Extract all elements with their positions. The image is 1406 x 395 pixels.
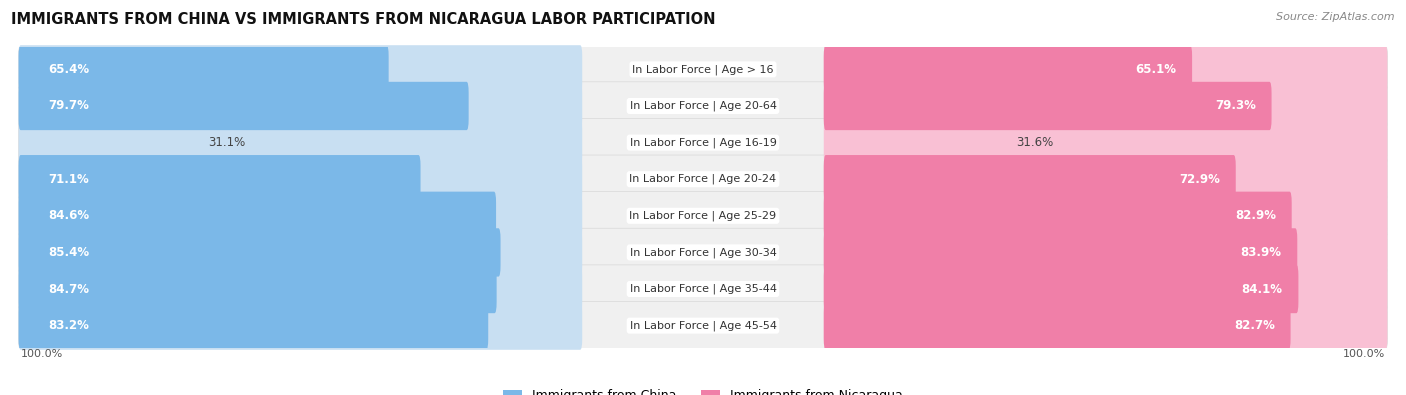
Text: 85.4%: 85.4%	[48, 246, 89, 259]
FancyBboxPatch shape	[18, 265, 496, 313]
Text: In Labor Force | Age 35-44: In Labor Force | Age 35-44	[630, 284, 776, 294]
FancyBboxPatch shape	[824, 265, 1298, 313]
Text: Source: ZipAtlas.com: Source: ZipAtlas.com	[1277, 12, 1395, 22]
Text: 83.2%: 83.2%	[48, 319, 89, 332]
Text: In Labor Force | Age 45-54: In Labor Force | Age 45-54	[630, 320, 776, 331]
FancyBboxPatch shape	[18, 82, 1388, 130]
FancyBboxPatch shape	[824, 45, 1192, 94]
FancyBboxPatch shape	[18, 192, 582, 240]
FancyBboxPatch shape	[18, 118, 582, 167]
FancyBboxPatch shape	[18, 45, 1388, 94]
FancyBboxPatch shape	[824, 228, 1298, 276]
FancyBboxPatch shape	[18, 301, 488, 350]
Text: 84.6%: 84.6%	[48, 209, 89, 222]
Text: 72.9%: 72.9%	[1180, 173, 1220, 186]
FancyBboxPatch shape	[18, 118, 1388, 167]
FancyBboxPatch shape	[824, 155, 1388, 203]
FancyBboxPatch shape	[18, 155, 420, 203]
FancyBboxPatch shape	[824, 82, 1271, 130]
Legend: Immigrants from China, Immigrants from Nicaragua: Immigrants from China, Immigrants from N…	[498, 384, 908, 395]
Text: 79.3%: 79.3%	[1215, 100, 1256, 113]
FancyBboxPatch shape	[824, 228, 1388, 276]
FancyBboxPatch shape	[824, 301, 1291, 350]
Text: 65.1%: 65.1%	[1136, 63, 1177, 76]
Text: 82.9%: 82.9%	[1234, 209, 1277, 222]
FancyBboxPatch shape	[18, 228, 1388, 276]
FancyBboxPatch shape	[18, 82, 582, 130]
FancyBboxPatch shape	[824, 82, 1388, 130]
FancyBboxPatch shape	[18, 301, 582, 350]
FancyBboxPatch shape	[824, 192, 1388, 240]
FancyBboxPatch shape	[824, 45, 1388, 94]
FancyBboxPatch shape	[18, 82, 468, 130]
Text: 84.1%: 84.1%	[1241, 282, 1282, 295]
Text: In Labor Force | Age 30-34: In Labor Force | Age 30-34	[630, 247, 776, 258]
FancyBboxPatch shape	[824, 265, 1388, 313]
Text: In Labor Force | Age > 16: In Labor Force | Age > 16	[633, 64, 773, 75]
Text: 100.0%: 100.0%	[1343, 350, 1385, 359]
Text: 65.4%: 65.4%	[48, 63, 89, 76]
Text: 79.7%: 79.7%	[48, 100, 89, 113]
Text: 71.1%: 71.1%	[48, 173, 89, 186]
FancyBboxPatch shape	[18, 265, 582, 313]
Text: 83.9%: 83.9%	[1240, 246, 1282, 259]
FancyBboxPatch shape	[824, 192, 1292, 240]
Text: 82.7%: 82.7%	[1234, 319, 1275, 332]
Text: 100.0%: 100.0%	[21, 350, 63, 359]
FancyBboxPatch shape	[18, 45, 582, 94]
Text: 84.7%: 84.7%	[48, 282, 89, 295]
FancyBboxPatch shape	[18, 265, 1388, 313]
Text: In Labor Force | Age 20-24: In Labor Force | Age 20-24	[630, 174, 776, 184]
FancyBboxPatch shape	[18, 301, 1388, 350]
FancyBboxPatch shape	[18, 192, 496, 240]
Text: IMMIGRANTS FROM CHINA VS IMMIGRANTS FROM NICARAGUA LABOR PARTICIPATION: IMMIGRANTS FROM CHINA VS IMMIGRANTS FROM…	[11, 12, 716, 27]
Text: In Labor Force | Age 20-64: In Labor Force | Age 20-64	[630, 101, 776, 111]
FancyBboxPatch shape	[824, 301, 1388, 350]
Text: In Labor Force | Age 25-29: In Labor Force | Age 25-29	[630, 211, 776, 221]
FancyBboxPatch shape	[18, 192, 1388, 240]
FancyBboxPatch shape	[18, 155, 582, 203]
FancyBboxPatch shape	[18, 45, 388, 94]
Text: In Labor Force | Age 16-19: In Labor Force | Age 16-19	[630, 137, 776, 148]
FancyBboxPatch shape	[18, 228, 582, 276]
Text: 31.1%: 31.1%	[208, 136, 246, 149]
FancyBboxPatch shape	[824, 118, 1388, 167]
FancyBboxPatch shape	[824, 155, 1236, 203]
Text: 31.6%: 31.6%	[1017, 136, 1053, 149]
FancyBboxPatch shape	[18, 155, 1388, 203]
FancyBboxPatch shape	[18, 228, 501, 276]
